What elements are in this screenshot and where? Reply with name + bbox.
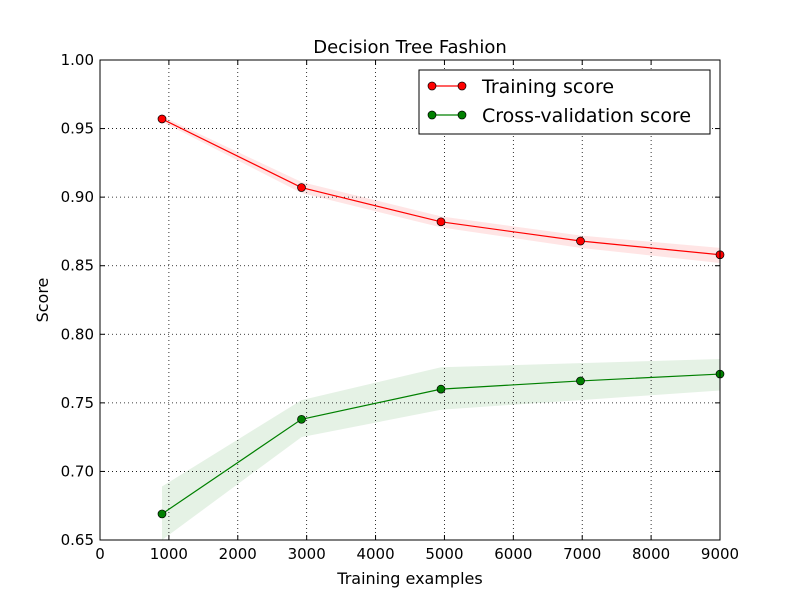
x-tick-label-9: 9000: [701, 545, 739, 563]
point-series-1-2: [436, 384, 446, 394]
x-tick-label-2: 2000: [219, 545, 257, 563]
x-axis-label: Training examples: [336, 569, 482, 588]
point-series-1-3: [576, 376, 585, 386]
x-tick-label-3: 3000: [288, 545, 326, 563]
legend-label-0: Training score: [481, 76, 614, 98]
point-series-0-0: [157, 114, 167, 124]
x-tick-label-6: 6000: [494, 545, 532, 563]
legend-marker-left-0: [427, 81, 437, 91]
y-tick-label-0: 0.65: [61, 531, 94, 549]
point-series-1-1: [297, 414, 306, 424]
x-tick-label-5: 5000: [425, 545, 463, 563]
x-tick-label-7: 7000: [563, 545, 601, 563]
y-tick-label-6: 0.95: [61, 120, 94, 138]
y-tick-labels: 0.65 0.70 0.75 0.80 0.85 0.90 0.95 1.00: [61, 51, 94, 549]
legend-label-1: Cross-validation score: [482, 105, 691, 127]
y-tick-label-5: 0.90: [61, 188, 94, 206]
axis-ticks: [99, 59, 721, 541]
x-tick-label-4: 4000: [356, 545, 394, 563]
legend-box: [418, 69, 711, 135]
x-tick-label-8: 8000: [632, 545, 670, 563]
confidence-bands: [162, 116, 720, 540]
y-tick-label-4: 0.85: [61, 257, 94, 275]
y-tick-label-7: 1.00: [61, 51, 94, 69]
legend-marker-right-0: [457, 81, 467, 91]
point-series-1-0: [157, 509, 167, 519]
y-tick-label-2: 0.75: [61, 394, 94, 412]
legend-marker-right-1: [457, 110, 467, 120]
plot-frame: [99, 59, 721, 541]
x-tick-label-0: 0: [95, 545, 105, 563]
x-tick-labels: 0 1000 2000 3000 4000 5000 6000 7000 8000 9000: [95, 545, 739, 563]
x-tick-label-1: 1000: [150, 545, 188, 563]
legend: Training score Cross-validation score: [418, 69, 711, 135]
y-tick-label-1: 0.70: [61, 462, 94, 480]
y-axis-label: Score: [33, 278, 52, 323]
legend-marker-left-1: [427, 110, 437, 120]
chart-title: Decision Tree Fashion: [313, 37, 507, 58]
band-series-1: [162, 358, 720, 540]
point-series-0-3: [576, 236, 585, 246]
y-tick-label-3: 0.80: [61, 325, 94, 343]
point-series-0-1: [297, 183, 306, 192]
point-series-0-2: [436, 217, 446, 227]
band-series-0: [162, 116, 720, 263]
